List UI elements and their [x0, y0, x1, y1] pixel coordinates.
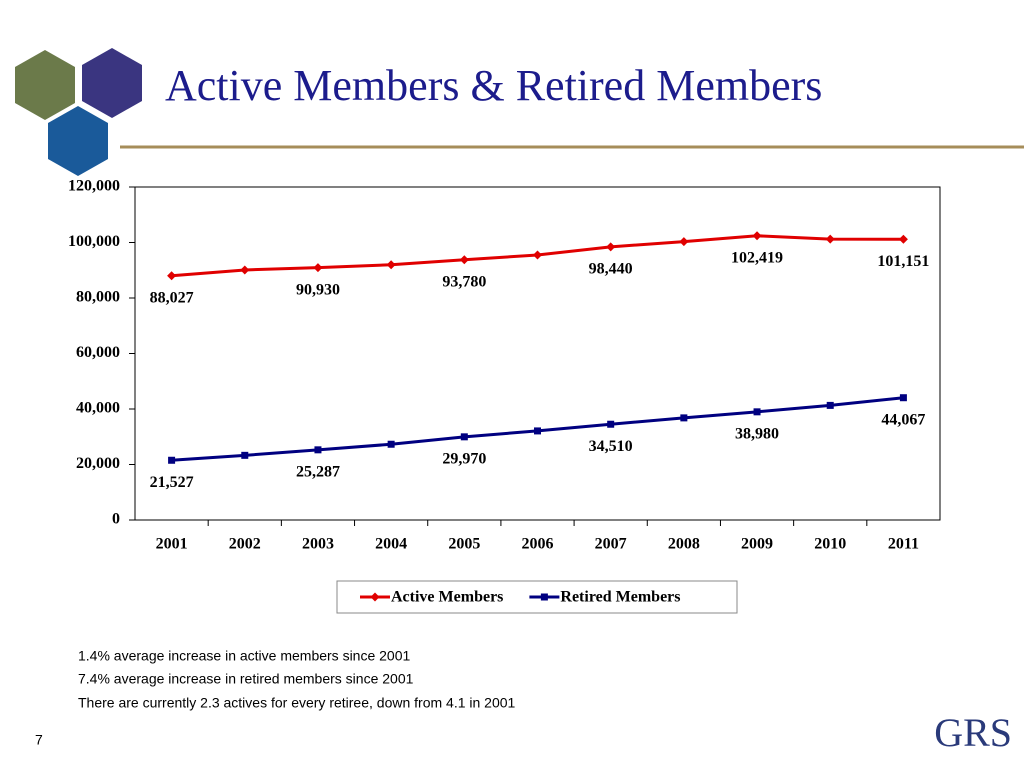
data-label: 25,287	[296, 464, 340, 481]
x-tick-label: 2005	[448, 536, 480, 553]
data-point	[533, 250, 542, 260]
legend-label: Retired Members	[560, 589, 680, 606]
note: 1.4% average increase in active members …	[78, 648, 411, 664]
plot-frame	[134, 186, 941, 521]
data-point	[386, 260, 396, 270]
x-tick-label: 2010	[814, 536, 846, 553]
note: There are currently 2.3 actives for ever…	[78, 695, 516, 711]
y-tick-label: 80,000	[76, 289, 120, 306]
data-point	[314, 446, 322, 454]
y-tick-label: 60,000	[76, 344, 120, 361]
y-tick-label: 20,000	[76, 455, 120, 472]
data-point	[387, 440, 395, 448]
page-number: 7	[35, 732, 43, 748]
data-label: 101,151	[877, 253, 929, 270]
data-label: 93,780	[442, 273, 486, 290]
x-tick-label: 2011	[888, 536, 919, 553]
logo-hex	[82, 48, 142, 118]
data-point	[534, 427, 541, 435]
data-point	[606, 242, 616, 252]
data-label: 98,440	[589, 261, 633, 278]
x-tick-label: 2006	[522, 536, 554, 553]
data-point	[825, 234, 835, 244]
x-tick-label: 2008	[668, 536, 700, 553]
data-point	[168, 456, 176, 464]
y-tick-label: 120,000	[68, 178, 120, 195]
data-point	[459, 255, 469, 265]
x-tick-label: 2002	[229, 536, 261, 553]
y-tick-label: 0	[112, 511, 120, 528]
x-tick-label: 2003	[302, 536, 334, 553]
data-point	[313, 263, 323, 273]
x-tick-label: 2009	[741, 536, 773, 553]
data-label: 44,067	[881, 411, 925, 428]
data-point	[607, 420, 615, 428]
logo-hex	[15, 50, 75, 120]
legend-marker	[540, 593, 548, 601]
y-tick-label: 100,000	[68, 233, 120, 250]
data-point	[167, 271, 177, 281]
data-point	[241, 451, 249, 459]
data-point	[460, 433, 468, 441]
data-label: 29,970	[442, 451, 486, 468]
logo-hex	[48, 106, 108, 176]
legend-marker	[370, 592, 380, 602]
x-tick-label: 2001	[156, 536, 188, 553]
data-label: 34,510	[589, 438, 633, 455]
data-label: 102,419	[731, 249, 783, 266]
data-point	[753, 408, 761, 416]
data-point	[752, 231, 762, 241]
data-label: 88,027	[150, 289, 194, 306]
x-tick-label: 2007	[595, 536, 627, 553]
logo-text: GRS	[934, 710, 1012, 755]
data-point	[680, 414, 688, 422]
data-point	[240, 265, 250, 275]
data-point	[679, 237, 689, 247]
data-label: 38,980	[735, 426, 779, 443]
x-tick-label: 2004	[375, 536, 407, 553]
note: 7.4% average increase in retired members…	[78, 671, 414, 687]
data-label: 21,527	[150, 474, 194, 491]
legend-label: Active Members	[391, 589, 503, 606]
slide-title: Active Members & Retired Members	[165, 61, 822, 110]
data-label: 90,930	[296, 281, 340, 298]
data-point	[899, 394, 907, 402]
data-point	[826, 401, 834, 409]
y-tick-label: 40,000	[76, 400, 120, 417]
data-point	[898, 234, 908, 244]
